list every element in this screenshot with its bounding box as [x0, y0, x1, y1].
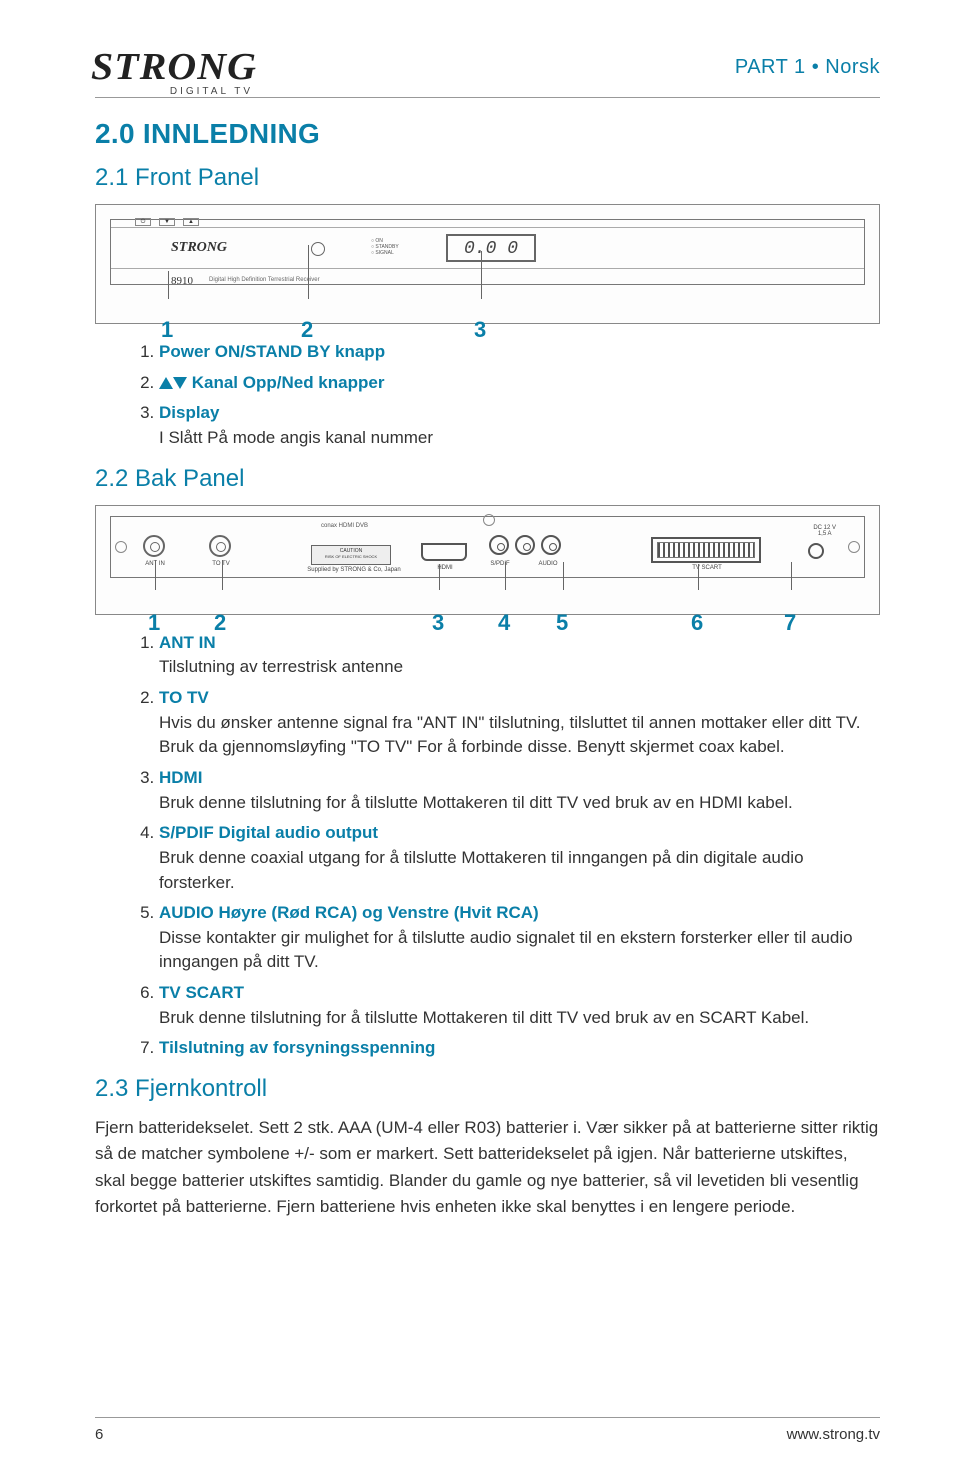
callout-number: 4 [498, 610, 510, 636]
device-brand: STRONG [171, 240, 227, 256]
front-buttons: ⏻ ▼ ▲ [135, 218, 199, 226]
section-heading: 2.0 INNLEDNING [95, 118, 880, 150]
page-number: 6 [95, 1426, 103, 1443]
brand-name: STRONG [91, 50, 257, 84]
list-term: HDMI [159, 768, 202, 787]
triangle-down-icon [173, 377, 187, 389]
audio-label: AUDIO [523, 561, 573, 567]
remote-heading: 2.3 Fjernkontroll [95, 1075, 880, 1103]
list-term: ANT IN [159, 633, 216, 652]
spdif-port-icon [489, 535, 509, 555]
front-panel-heading: 2.1 Front Panel [95, 164, 880, 192]
hdmi-label: HDMI [429, 565, 461, 571]
audio-r-port-icon [515, 535, 535, 555]
front-panel-diagram: STRONG ON STANDBY SIGNAL 0.0 0 8910 Digi… [95, 204, 880, 324]
page-footer: 6 www.strong.tv [95, 1417, 880, 1443]
brand-logo: STRONG DIGITAL TV [95, 50, 253, 97]
list-term: S/PDIF Digital audio output [159, 823, 378, 842]
triangle-up-icon [159, 377, 173, 389]
list-term: TV SCART [159, 983, 244, 1002]
screw-icon [115, 541, 127, 553]
list-item: Display I Slått På mode angis kanal numm… [159, 401, 880, 450]
back-panel-diagram: ANT IN TO TV conax HDMI DVB CAUTION RISK… [95, 505, 880, 615]
callout-number: 6 [691, 610, 703, 636]
callout-number: 1 [161, 317, 173, 343]
screw-icon [848, 541, 860, 553]
supplied-by: Supplied by STRONG & Co, Japan [289, 567, 419, 573]
list-term: AUDIO Høyre (Rød RCA) og Venstre (Hvit R… [159, 903, 539, 922]
dc-jack-icon [808, 543, 824, 559]
list-term: Tilslutning av forsyningsspenning [159, 1038, 435, 1057]
back-panel-heading: 2.2 Bak Panel [95, 465, 880, 493]
callout-number: 1 [148, 610, 160, 636]
audio-l-port-icon [541, 535, 561, 555]
device-display: 0.0 0 [446, 234, 536, 262]
list-item: TV SCART Bruk denne tilslutning for å til… [159, 981, 880, 1030]
list-desc: Bruk denne tilslutning for å tilslutte M… [159, 1008, 809, 1027]
screw-icon [483, 514, 495, 526]
scart-label: TV SCART [671, 565, 743, 571]
led-labels: ON STANDBY SIGNAL [371, 238, 399, 256]
list-term: TO TV [159, 688, 209, 707]
page-header: STRONG DIGITAL TV PART 1 • Norsk [95, 50, 880, 98]
list-item: S/PDIF Digital audio output Bruk denne co… [159, 821, 880, 895]
model-number: 8910 [171, 275, 193, 287]
power-led-icon [311, 242, 325, 256]
list-desc: Bruk denne coaxial utgang for å tilslutt… [159, 848, 804, 892]
caution-label: CAUTION RISK OF ELECTRIC SHOCK [311, 545, 391, 565]
list-desc: Hvis du ønsker antenne signal fra "ANT I… [159, 713, 861, 757]
list-item: Kanal Opp/Ned knapper [159, 371, 880, 396]
list-item: ANT IN Tilslutning av terrestrisk antenne [159, 631, 880, 680]
callout-number: 7 [784, 610, 796, 636]
back-panel-list: ANT IN Tilslutning av terrestrisk antenne… [159, 631, 880, 1061]
footer-url: www.strong.tv [787, 1426, 880, 1443]
spdif-label: S/PDIF [483, 561, 517, 567]
callout-number: 2 [301, 317, 313, 343]
list-item: AUDIO Høyre (Rød RCA) og Venstre (Hvit R… [159, 901, 880, 975]
dc-label: DC 12 V 1,5 A [813, 525, 836, 537]
ant-in-port-icon [143, 535, 165, 557]
list-desc: Disse kontakter gir mulighet for å tilsl… [159, 928, 853, 972]
hdmi-port-icon [421, 543, 467, 561]
list-desc: Tilslutning av terrestrisk antenne [159, 657, 403, 676]
model-text: Digital High Definition Terrestrial Rece… [209, 277, 320, 283]
list-item: Tilslutning av forsyningsspenning [159, 1036, 880, 1061]
scart-port-icon [651, 537, 761, 563]
list-item: HDMI Bruk denne tilslutning for å tilslut… [159, 766, 880, 815]
callout-number: 3 [474, 317, 486, 343]
cert-logos: conax HDMI DVB [321, 523, 368, 529]
front-panel-list: Power ON/STAND BY knapp Kanal Opp/Ned kn… [159, 340, 880, 451]
list-item: TO TV Hvis du ønsker antenne signal fra "… [159, 686, 880, 760]
list-desc: Bruk denne tilslutning for å tilslutte M… [159, 793, 793, 812]
remote-body: Fjern batteridekselet. Sett 2 stk. AAA (… [95, 1115, 880, 1220]
part-label: PART 1 • Norsk [735, 56, 880, 79]
callout-number: 2 [214, 610, 226, 636]
callout-number: 5 [556, 610, 568, 636]
list-item: Power ON/STAND BY knapp [159, 340, 880, 365]
to-tv-label: TO TV [207, 561, 235, 567]
callout-number: 3 [432, 610, 444, 636]
to-tv-port-icon [209, 535, 231, 557]
